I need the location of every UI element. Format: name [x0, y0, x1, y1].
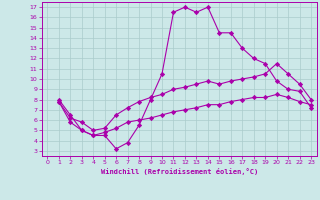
X-axis label: Windchill (Refroidissement éolien,°C): Windchill (Refroidissement éolien,°C)	[100, 168, 258, 175]
